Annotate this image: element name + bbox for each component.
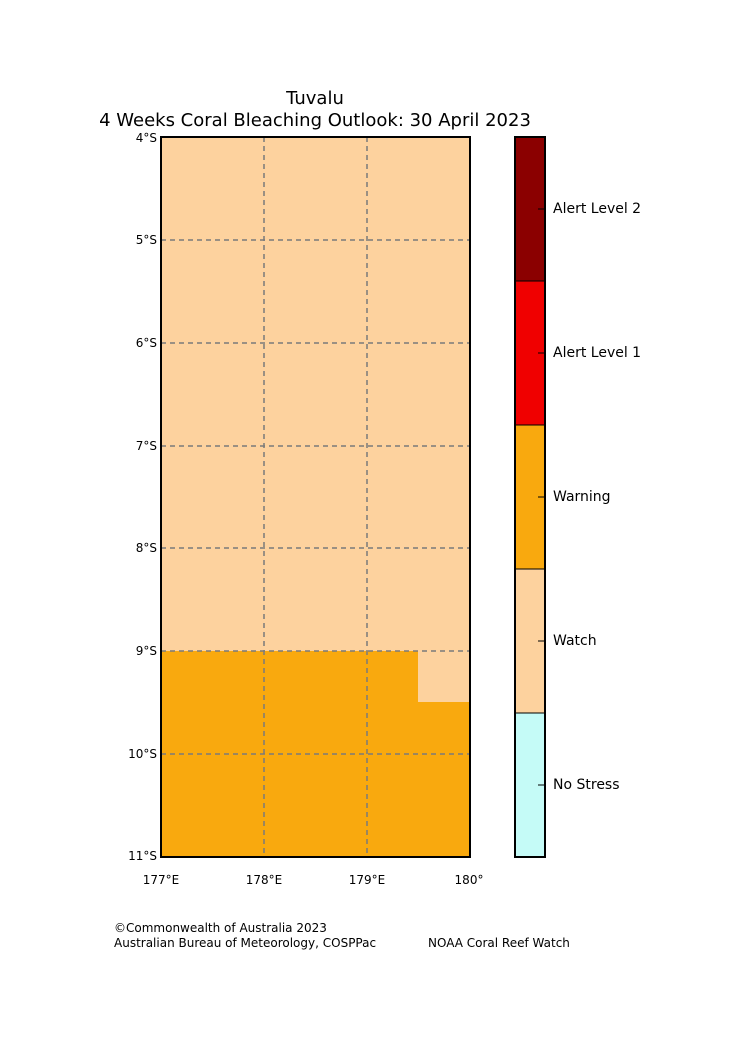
bom-credit-text: Australian Bureau of Meteorology, COSPPa… xyxy=(114,936,377,950)
map-subtitle: 4 Weeks Coral Bleaching Outlook: 30 Apri… xyxy=(99,110,531,131)
region-watch-corner xyxy=(418,651,470,702)
lat-label-8s: 8°S xyxy=(135,541,157,555)
noaa-credit-text: NOAA Coral Reef Watch xyxy=(428,936,570,950)
region-warning-corner xyxy=(418,702,470,857)
legend-no-stress-label: No Stress xyxy=(553,777,620,793)
lat-label-6s: 6°S xyxy=(135,336,157,350)
lat-label-7s: 7°S xyxy=(135,439,157,453)
legend-alert-level-1-label: Alert Level 1 xyxy=(553,345,642,361)
lat-label-4s: 4°S xyxy=(135,131,157,145)
lat-label-10s: 10°S xyxy=(128,747,157,761)
lon-label-177e: 177°E xyxy=(142,873,180,887)
map-frame xyxy=(160,136,471,858)
legend-warning-label: Warning xyxy=(553,489,611,505)
lat-label-5s: 5°S xyxy=(135,233,157,247)
lat-label-9s: 9°S xyxy=(135,644,157,658)
region-watch-north xyxy=(161,137,470,651)
lon-label-179e: 179°E xyxy=(348,873,386,887)
map-title: Tuvalu xyxy=(286,88,344,109)
lon-label-180: 180° xyxy=(454,873,484,887)
lon-label-178e: 178°E xyxy=(245,873,283,887)
gridlines xyxy=(161,137,470,857)
copyright-text: ©Commonwealth of Australia 2023 xyxy=(114,921,327,935)
legend-alert-level-2-label: Alert Level 2 xyxy=(553,201,642,217)
lat-label-11s: 11°S xyxy=(128,849,157,863)
colorbar xyxy=(514,136,546,858)
legend-watch-label: Watch xyxy=(553,633,597,649)
